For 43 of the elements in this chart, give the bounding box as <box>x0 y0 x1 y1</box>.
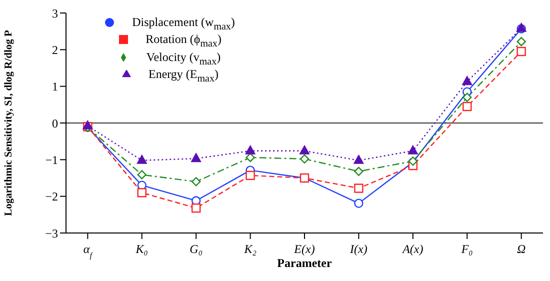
point <box>408 145 418 154</box>
point <box>354 184 364 193</box>
point <box>354 198 364 208</box>
x-tick-label: I(x) <box>349 242 368 256</box>
point <box>354 166 364 176</box>
point <box>462 92 472 102</box>
point <box>137 188 146 198</box>
point <box>462 76 472 86</box>
point <box>300 145 310 154</box>
x-tick-label: K₀ <box>134 242 148 256</box>
x-tick-label: Ω <box>516 242 526 256</box>
x-tick-label: E(x) <box>293 242 315 256</box>
x-tick-label: A(x) <box>402 242 424 256</box>
point <box>246 152 255 162</box>
point <box>516 37 526 46</box>
point <box>137 170 146 180</box>
point <box>462 102 472 112</box>
y-tick-label: −3 <box>45 226 58 240</box>
y-tick-label: 2 <box>52 42 58 57</box>
point <box>516 46 526 56</box>
x-tick-label: F₀ <box>460 242 473 256</box>
x-tick-label: G₀ <box>190 242 203 256</box>
point <box>191 153 202 162</box>
point <box>246 170 255 180</box>
x-tick-label: α$_{f}$ <box>83 242 94 260</box>
legend-label: Rotation (ϕ$_{max}$) <box>146 32 222 50</box>
x-axis-title: Parameter <box>277 256 332 270</box>
point <box>136 154 147 164</box>
y-tick-label: 0 <box>52 116 58 130</box>
point <box>191 203 201 213</box>
y-tick-label: 1 <box>52 80 58 94</box>
y-tick-label: −1 <box>45 152 58 167</box>
y-tick-label: 3 <box>52 6 58 20</box>
point <box>300 154 310 164</box>
point <box>191 177 201 186</box>
y-tick-label: −2 <box>45 190 58 204</box>
legend-label: Velocity (v$_{max}$) <box>146 50 221 68</box>
legend-label: Displacement (w$_{max}$) <box>132 15 235 32</box>
y-axis-title: Logarithmic Sensitivity, SI, dlog R/dlog P <box>4 30 15 216</box>
legend-label: Energy (E$_{max}$) <box>148 67 218 85</box>
point <box>354 154 364 164</box>
point <box>245 145 256 154</box>
x-tick-label: K₂ <box>243 242 256 256</box>
